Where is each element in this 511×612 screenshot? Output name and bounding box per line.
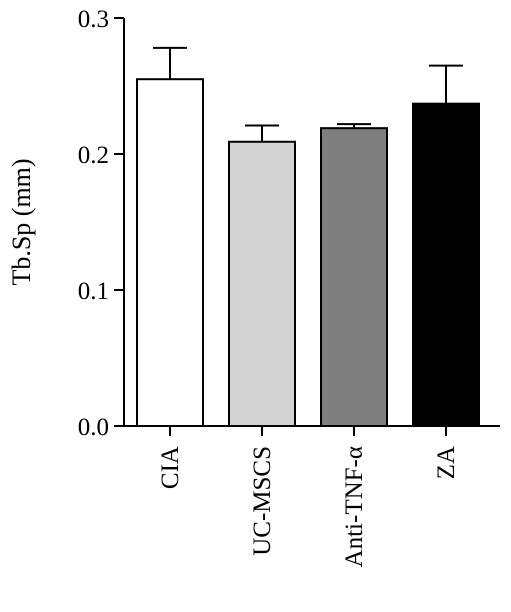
category-label: ZA <box>433 446 460 479</box>
y-tick-label: 0.0 <box>78 414 109 441</box>
y-tick-label: 0.1 <box>78 278 109 305</box>
category-labels: CIA UC-MSCS Anti-TNF-α ZA <box>157 446 460 567</box>
bar <box>412 102 480 428</box>
x-axis <box>124 425 500 436</box>
y-axis-title: Tb.Sp (mm) <box>7 158 36 285</box>
y-tick-label: 0.3 <box>78 6 109 33</box>
y-tick-label: 0.2 <box>78 142 109 169</box>
bar <box>136 78 204 427</box>
category-label: UC-MSCS <box>249 446 276 556</box>
error-bars <box>153 46 463 142</box>
y-axis: 0.0 0.1 0.2 0.3 <box>78 6 125 441</box>
bar <box>228 140 296 427</box>
category-label: Anti-TNF-α <box>341 446 368 567</box>
bars <box>136 78 480 428</box>
bar <box>320 127 388 427</box>
category-label: CIA <box>157 446 184 489</box>
